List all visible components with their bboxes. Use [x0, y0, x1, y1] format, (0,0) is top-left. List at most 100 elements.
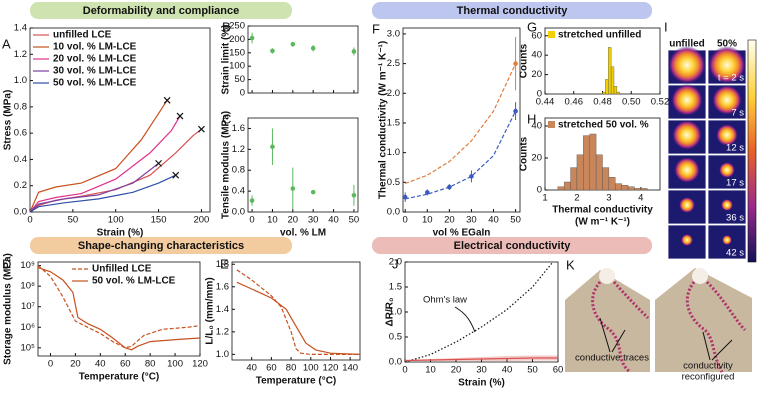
legend-label: 20 vol. % LM-LCE — [53, 54, 137, 65]
y-tick-label: 1.0 — [389, 307, 402, 318]
time-label: 36 s — [726, 213, 744, 224]
section-title: Shape-changing characteristics — [78, 240, 244, 252]
x-tick-label: 80 — [286, 363, 297, 374]
x-tick-label: 120 — [323, 363, 339, 374]
panel-letter: G — [527, 19, 537, 34]
y-tick-label: 0.5 — [387, 177, 400, 188]
arrow — [702, 331, 733, 361]
x-tick-label: 10 — [267, 215, 278, 226]
panel: E 1.0 1.2 1.4 1.6 1.8 40 60 80 100 120 140 L/L₀ (mm/… — [205, 256, 361, 387]
histogram-bar — [570, 167, 578, 191]
plot-frame — [247, 117, 359, 213]
x-tick-label: 0.44 — [536, 97, 555, 108]
y-tick-label: 10⁹ — [20, 260, 35, 271]
y-axis-label: Thermal conductivity (W m⁻¹ K⁻¹) — [378, 41, 389, 199]
hot-spot — [668, 46, 706, 84]
plot-frame — [247, 25, 359, 94]
y-tick-label: 0.2 — [14, 180, 27, 191]
y-axis-label: Tensile modulus (MPa) — [221, 111, 232, 219]
series-line — [29, 174, 176, 213]
hot-spot — [671, 84, 703, 116]
y-tick-label: 20 — [531, 69, 542, 80]
panel: A 0.0 0.2 0.4 0.6 0.8 1.0 1.2 1.4 0 50 100 150 200 Str… — [2, 23, 211, 239]
x-tick-label: 0.52 — [651, 97, 670, 108]
section-pill — [30, 2, 292, 19]
colorbar — [747, 39, 757, 263]
panel-letter: K — [566, 257, 575, 272]
histogram-bar — [621, 184, 629, 191]
histogram-bar — [627, 186, 635, 191]
point — [310, 189, 316, 195]
histogram-bar — [616, 91, 620, 95]
section-pill — [372, 2, 652, 19]
y-tick-label: 10⁵ — [20, 342, 35, 353]
panel: C 0.0 0.4 0.8 1.2 1.6 0 10 20 30 40 50 Tensile modul… — [221, 111, 360, 239]
panel-letter: A — [2, 36, 11, 51]
section-headers: Deformability and compliance Thermal con… — [30, 2, 652, 254]
time-label: 12 s — [726, 143, 744, 154]
x-tick-label: 0 — [403, 215, 408, 226]
y-tick-label: 0.8 — [232, 165, 245, 176]
y-tick-label: 1.6 — [216, 281, 229, 292]
x-tick-label: 10 — [422, 215, 433, 226]
series-line — [236, 269, 360, 355]
legend-label: unfilled LCE — [53, 30, 112, 41]
y-tick-label: 1.2 — [216, 326, 229, 337]
y-tick-label: 0.6 — [14, 128, 27, 139]
y-tick-label: 1.4 — [216, 304, 229, 315]
y-axis-label: Storage modulus (MPa) — [3, 253, 14, 365]
histogram-bar — [557, 186, 565, 191]
x-axis-label: Strain (%) — [458, 378, 505, 389]
x-tick-label: 10 — [425, 365, 436, 376]
break-marker — [172, 171, 180, 179]
x-tick-label: 30 — [308, 215, 319, 226]
point — [469, 174, 474, 179]
histogram-bar — [602, 167, 610, 191]
x-tick-label: 2 — [574, 193, 579, 204]
section-pill — [30, 237, 292, 254]
fit-line — [405, 110, 517, 200]
panel-letter: B — [222, 19, 231, 34]
y-axis-label: Counts — [519, 43, 530, 78]
y-tick-label: 100 — [229, 61, 245, 72]
series-line — [29, 115, 181, 213]
x-tick-label: 80 — [145, 359, 156, 370]
section-title: Deformability and compliance — [83, 5, 239, 17]
histogram-bar — [613, 86, 618, 95]
y-tick-label: 2.0 — [389, 257, 402, 268]
point — [513, 61, 518, 66]
y-tick-label: 0 — [240, 88, 245, 99]
trace — [591, 281, 632, 374]
break-marker — [176, 112, 184, 120]
x-tick-label: 20 — [451, 365, 462, 376]
panel: J 0.0 0.5 1.0 1.5 2.0 0 10 20 30 40 50 60 ΔR/R₀ Strain… — [385, 256, 564, 388]
fit-line — [404, 63, 517, 185]
y-axis-label: Stress (MPa) — [3, 90, 14, 151]
y-tick-label: 0.5 — [389, 332, 402, 343]
image-cell — [667, 189, 707, 225]
panel-letter: J — [392, 256, 399, 271]
x-tick-label: 60 — [553, 365, 564, 376]
photo-label: conductive traces — [575, 353, 649, 364]
y-axis-label: L/L₀ (mm/mm) — [205, 277, 216, 344]
x-tick-label: 40 — [328, 215, 339, 226]
x-axis-label: Temperature (°C) — [79, 372, 160, 383]
x-tick-label: 100 — [167, 359, 183, 370]
x-tick-label: 150 — [151, 215, 167, 226]
y-tick-label: 0.0 — [389, 357, 402, 368]
y-tick-label: 1.5 — [387, 117, 400, 128]
x-axis-label: Temperature (°C) — [256, 376, 337, 387]
series-line — [236, 281, 361, 355]
y-tick-label: 0.0 — [14, 207, 27, 218]
panel-letter: F — [372, 21, 380, 36]
point — [513, 108, 518, 114]
thermal-images: I unfilled 50% t = 2 s 7 s 12 s 17 s 36 s 42 … — [664, 19, 757, 263]
series-line — [29, 99, 168, 213]
x-tick-label: 0 — [402, 365, 407, 376]
y-tick-label: 40 — [531, 50, 542, 61]
histogram-bar — [634, 188, 642, 191]
y-tick-label: 250 — [229, 21, 245, 32]
histogram-bar — [608, 47, 612, 95]
photo-spot — [599, 268, 615, 284]
